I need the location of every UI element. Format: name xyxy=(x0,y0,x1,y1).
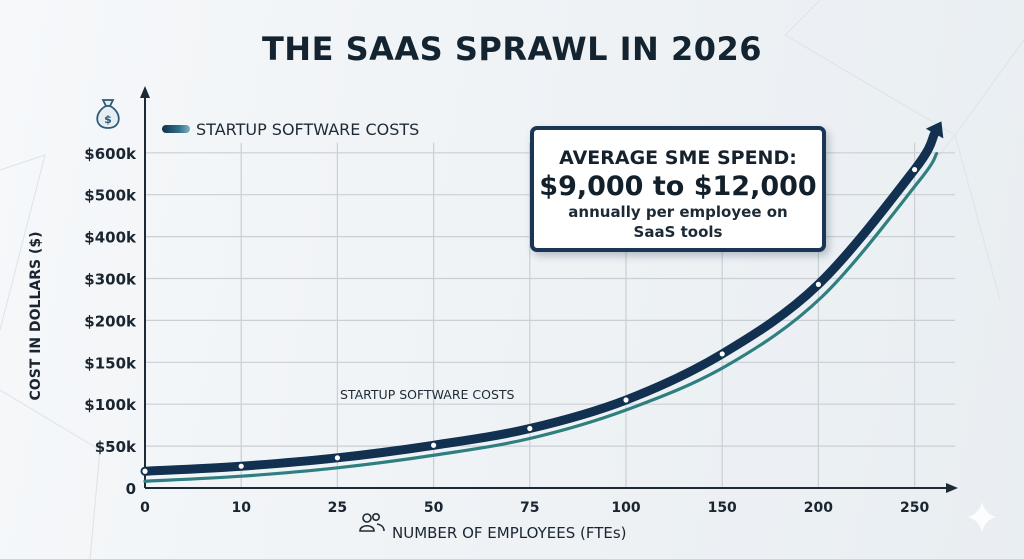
data-point xyxy=(238,463,244,469)
y-axis-arrow xyxy=(140,86,150,98)
x-tick-label: 75 xyxy=(520,500,539,516)
x-tick-label: 150 xyxy=(708,500,737,516)
y-tick-label: $100k xyxy=(84,396,137,414)
y-tick-label: $150k xyxy=(84,354,137,372)
legend-label: STARTUP SOFTWARE COSTS xyxy=(196,120,419,139)
data-point xyxy=(815,281,822,287)
legend-swatch xyxy=(162,125,190,133)
data-point xyxy=(431,442,437,448)
chart-title: THE SAAS SPRAWL IN 2026 xyxy=(261,30,763,68)
x-tick-label: 50 xyxy=(424,500,444,516)
axes xyxy=(140,86,958,493)
data-point xyxy=(912,166,918,173)
callout-heading: AVERAGE SME SPEND: xyxy=(559,147,797,169)
x-tick-label: 10 xyxy=(231,500,251,516)
users-icon xyxy=(359,513,385,532)
svg-text:$: $ xyxy=(104,113,112,126)
x-tick-label: 25 xyxy=(328,500,347,516)
series-shadow-line xyxy=(143,151,939,483)
y-tick-label: $400k xyxy=(84,229,137,247)
y-tick-label: $200k xyxy=(84,312,137,330)
series-arrowhead xyxy=(925,121,944,139)
series-annotation: STARTUP SOFTWARE COSTS xyxy=(340,387,515,402)
callout-amount: $9,000 to $12,000 xyxy=(539,171,817,202)
x-tick-labels: 0 10 25 50 75 100 150 200 250 xyxy=(140,500,929,516)
data-point xyxy=(527,425,533,432)
data-point xyxy=(142,468,148,474)
y-tick-labels: 0 $50k $100k $150k $200k $300k $400k $500k $600k xyxy=(84,145,137,498)
sparkle-icon xyxy=(968,502,996,532)
data-point xyxy=(334,455,340,461)
data-point xyxy=(719,351,725,357)
money-bag-icon: $ xyxy=(96,99,120,129)
series-group xyxy=(140,121,944,483)
callout-box: AVERAGE SME SPEND: $9,000 to $12,000 ann… xyxy=(530,126,826,252)
callout-description-line-1: annually per employee on xyxy=(568,203,788,221)
y-tick-label: $300k xyxy=(84,271,137,289)
series-line xyxy=(140,129,940,476)
y-tick-label: $50k xyxy=(95,438,137,456)
y-tick-label: 0 xyxy=(126,480,136,498)
x-tick-label: 250 xyxy=(900,500,929,516)
y-tick-label: $500k xyxy=(84,187,137,205)
x-axis-label: NUMBER OF EMPLOYEES (FTEs) xyxy=(392,524,627,542)
callout-description-line-2: SaaS tools xyxy=(633,223,723,241)
y-tick-label: $600k xyxy=(84,145,137,163)
x-axis-arrow xyxy=(946,483,958,493)
x-tick-label: 100 xyxy=(611,500,640,516)
y-axis-label: COST IN DOLLARS ($) xyxy=(28,232,44,401)
x-tick-label: 200 xyxy=(804,500,833,516)
data-point xyxy=(623,397,629,403)
x-tick-label: 0 xyxy=(140,500,150,516)
legend: STARTUP SOFTWARE COSTS xyxy=(162,120,419,139)
